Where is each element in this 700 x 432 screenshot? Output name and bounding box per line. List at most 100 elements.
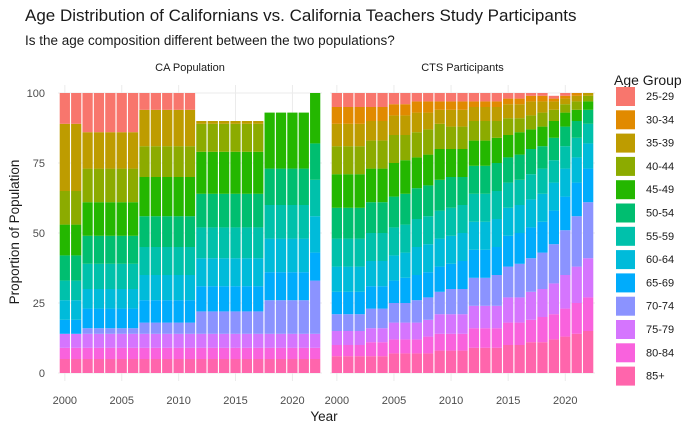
bar-segment bbox=[480, 305, 491, 329]
bar-segment bbox=[298, 238, 309, 273]
bar-segment bbox=[491, 275, 502, 306]
bar-segment bbox=[514, 297, 525, 323]
bar-segment bbox=[59, 359, 70, 373]
bar-segment bbox=[365, 121, 377, 141]
bar-segment bbox=[457, 205, 468, 233]
bar-segment bbox=[230, 121, 241, 124]
bar-segment bbox=[388, 115, 400, 135]
bar-segment bbox=[491, 328, 502, 348]
bar-segment bbox=[400, 193, 411, 225]
bar-segment bbox=[457, 93, 468, 102]
bar-segment bbox=[388, 322, 400, 340]
bar-segment bbox=[331, 331, 342, 345]
bar-segment bbox=[514, 179, 525, 205]
bar-segment bbox=[400, 252, 411, 278]
bar-segment bbox=[571, 93, 582, 96]
bar-segment bbox=[343, 93, 354, 107]
legend-item: 60-64 bbox=[616, 250, 674, 270]
legend-item: 85+ bbox=[616, 366, 665, 386]
bar-segment bbox=[219, 121, 230, 124]
bar-segment bbox=[434, 291, 445, 315]
bar-segment bbox=[560, 95, 571, 99]
bar-segment bbox=[219, 347, 230, 359]
bar-segment bbox=[537, 289, 548, 317]
bar-segment bbox=[434, 350, 445, 373]
bar-segment bbox=[219, 311, 230, 334]
bar-segment bbox=[71, 280, 82, 301]
bar-segment bbox=[173, 146, 184, 177]
bar-segment bbox=[354, 238, 365, 267]
bar-segment bbox=[139, 247, 150, 275]
bar-segment bbox=[388, 196, 400, 228]
bar-segment bbox=[207, 311, 218, 334]
bar-segment bbox=[105, 168, 116, 203]
bar-segment bbox=[377, 202, 388, 233]
bar-segment bbox=[423, 185, 434, 217]
bar-segment bbox=[560, 336, 571, 373]
bar-segment bbox=[116, 263, 127, 289]
bar-segment bbox=[491, 163, 502, 191]
bar-segment bbox=[139, 146, 150, 177]
bar-segment bbox=[173, 359, 184, 373]
chart-title: Age Distribution of Californians vs. Cal… bbox=[25, 6, 577, 25]
bar-segment bbox=[93, 289, 105, 309]
bar-segment bbox=[264, 333, 275, 348]
bar-segment bbox=[310, 280, 321, 334]
bar-segment bbox=[354, 146, 365, 175]
legend-label: 55-59 bbox=[646, 231, 674, 243]
bar-segment bbox=[514, 104, 525, 119]
bar-segment bbox=[548, 160, 560, 183]
bar-segment bbox=[59, 93, 70, 124]
bar-segment bbox=[434, 238, 445, 267]
bar-segment bbox=[560, 308, 571, 337]
bar-segment bbox=[264, 359, 275, 373]
bar-segment bbox=[411, 219, 422, 247]
legend-label: 35-39 bbox=[646, 138, 674, 150]
bar-segment bbox=[139, 177, 150, 217]
bar-segment bbox=[162, 300, 173, 323]
bar-segment bbox=[560, 196, 571, 231]
bar-segment bbox=[365, 93, 377, 107]
bar-segment bbox=[411, 322, 422, 340]
bar-segment bbox=[82, 289, 93, 309]
bar-segment bbox=[230, 193, 241, 228]
legend-swatch bbox=[616, 296, 635, 316]
bar-segment bbox=[525, 199, 537, 228]
legend-item: 35-39 bbox=[616, 133, 674, 153]
bar-segment bbox=[127, 132, 139, 169]
bar-segment bbox=[150, 322, 161, 334]
bar-segment bbox=[93, 359, 105, 373]
bar-segment bbox=[264, 205, 275, 239]
bar-segment bbox=[298, 347, 309, 359]
bar-segment bbox=[377, 121, 388, 141]
bar-segment bbox=[400, 353, 411, 373]
bar-segment bbox=[434, 149, 445, 180]
bar-segment bbox=[423, 216, 434, 245]
bar-segment bbox=[207, 151, 218, 194]
bar-segment bbox=[253, 193, 264, 228]
bar-segment bbox=[82, 202, 93, 236]
bar-segment bbox=[560, 146, 571, 169]
bar-segment bbox=[150, 300, 161, 323]
bar-segment bbox=[173, 275, 184, 301]
bar-segment bbox=[411, 101, 422, 113]
bar-segment bbox=[253, 121, 264, 124]
bar-segment bbox=[207, 333, 218, 348]
bar-segment bbox=[480, 121, 491, 141]
bar-segment bbox=[310, 179, 321, 217]
bar-segment bbox=[434, 266, 445, 292]
legend-swatch bbox=[616, 320, 635, 339]
bar-segment bbox=[480, 193, 491, 222]
bar-segment bbox=[331, 291, 342, 315]
bar-segment bbox=[241, 123, 253, 152]
chart-subtitle: Is the age composition different between… bbox=[25, 33, 395, 48]
bar-segment bbox=[377, 168, 388, 203]
bar-segment bbox=[583, 331, 594, 373]
bar-segment bbox=[377, 233, 388, 261]
bar-segment bbox=[491, 219, 502, 247]
bar-segment bbox=[287, 168, 298, 205]
bar-segment bbox=[230, 258, 241, 287]
bar-segment bbox=[219, 151, 230, 194]
bar-segment bbox=[354, 266, 365, 292]
bar-segment bbox=[275, 272, 287, 301]
